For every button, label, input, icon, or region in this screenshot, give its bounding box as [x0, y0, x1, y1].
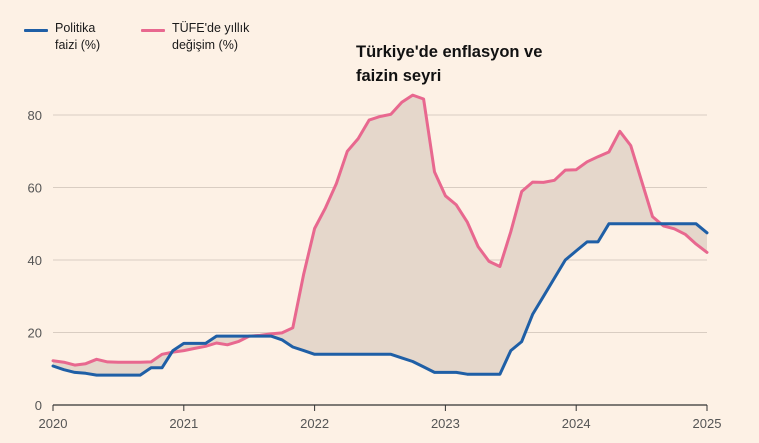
legend-label-line1: TÜFE'de yıllık: [172, 21, 250, 35]
x-tick-label: 2023: [431, 416, 460, 431]
legend-label-line2: değişim (%): [172, 38, 238, 52]
y-tick-label: 80: [28, 108, 42, 123]
legend-swatch-cpi: [141, 29, 165, 32]
x-tick-label: 2025: [693, 416, 722, 431]
legend-swatch-policy-rate: [24, 29, 48, 32]
legend-label-policy-rate: Politika faizi (%): [55, 20, 165, 54]
y-tick-label: 40: [28, 253, 42, 268]
series-line-policy-rate: [51, 222, 709, 377]
y-tick-label: 0: [35, 398, 42, 413]
legend-label-cpi: TÜFE'de yıllık değişim (%): [172, 20, 282, 54]
gap-shaded-area: [53, 95, 707, 376]
y-tick-label: 60: [28, 181, 42, 196]
series-lines: [51, 93, 709, 377]
series-line-cpi: [51, 93, 709, 367]
y-axis-ticks: 0 20 40 60 80: [28, 108, 42, 413]
x-tick-label: 2022: [300, 416, 329, 431]
chart-title: Türkiye'de enflasyon ve faizin seyri: [356, 43, 543, 85]
legend-item-policy-rate: Politika faizi (%): [24, 20, 165, 54]
x-tick-label: 2021: [169, 416, 198, 431]
x-tick-label: 2024: [562, 416, 591, 431]
y-tick-label: 20: [28, 326, 42, 341]
legend-item-cpi: TÜFE'de yıllık değişim (%): [141, 20, 282, 54]
x-tick-label: 2020: [39, 416, 68, 431]
x-axis-ticks: 2020 2021 2022 2023 2024 2025: [39, 405, 722, 431]
legend-label-line1: Politika: [55, 21, 96, 35]
legend-label-line2: faizi (%): [55, 38, 101, 52]
